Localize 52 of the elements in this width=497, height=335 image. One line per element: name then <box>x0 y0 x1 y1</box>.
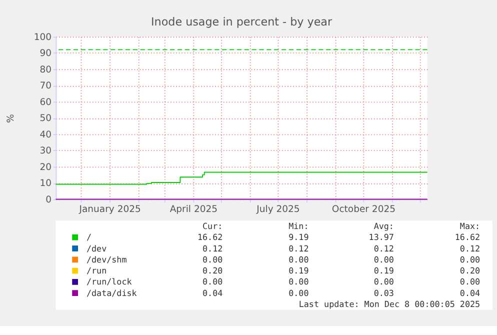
text: 9.19 <box>288 232 309 242</box>
y-tick-label: 50 <box>40 113 52 124</box>
text: Min: <box>288 220 309 231</box>
y-tick-label: 30 <box>40 146 52 157</box>
legend-label: /dev <box>86 243 107 254</box>
text: 0.00 <box>288 288 309 298</box>
x-tick-label: April 2025 <box>170 204 218 215</box>
text: 16.62 <box>454 232 480 242</box>
text: 0.04 <box>460 288 480 298</box>
text: 0.20 <box>460 266 480 276</box>
x-tick-label: January 2025 <box>78 204 142 215</box>
text: 0.12 <box>202 243 223 254</box>
legend-label: /run <box>86 266 107 276</box>
y-tick-label: 60 <box>40 96 52 108</box>
text: 0.04 <box>202 288 223 298</box>
text: 0.00 <box>374 276 394 287</box>
x-tick-label: October 2025 <box>332 204 396 215</box>
text: 0.12 <box>374 243 394 254</box>
text: 13.97 <box>368 232 394 242</box>
x-tick-label: July 2025 <box>256 204 300 215</box>
text: 0.00 <box>288 254 309 264</box>
text: 0.03 <box>374 288 394 298</box>
y-tick-label: 20 <box>40 162 52 173</box>
text: 0.19 <box>288 266 309 276</box>
legend-label: /data/disk <box>86 288 137 298</box>
chart-title: Inode usage in percent - by year <box>150 16 332 29</box>
y-tick-label: 70 <box>40 80 52 92</box>
legend-label: /dev/shm <box>86 254 127 264</box>
legend-label: / <box>86 232 92 242</box>
text: Last update: Mon Dec 8 00:00:05 2025 <box>298 298 480 309</box>
text: Cur: <box>202 220 223 231</box>
text: 0.00 <box>202 276 223 287</box>
text: 0.00 <box>374 254 394 264</box>
y-tick-label: 40 <box>40 129 52 140</box>
y-axis-title: % <box>5 114 16 123</box>
text: 0.00 <box>288 276 309 287</box>
y-tick-label: 100 <box>34 32 52 43</box>
y-tick-label: 80 <box>40 64 52 76</box>
text: 0.20 <box>202 266 223 276</box>
text: Max: <box>460 220 480 231</box>
text: 0.00 <box>202 254 223 264</box>
y-tick-label: 0 <box>46 194 52 206</box>
text: 0.12 <box>288 243 309 254</box>
text: 0.12 <box>460 243 480 254</box>
legend-label: /run/lock <box>86 276 132 287</box>
text: 16.62 <box>197 232 223 242</box>
text: 0.00 <box>460 254 480 264</box>
text: 0.19 <box>374 266 394 276</box>
y-tick-label: 90 <box>40 48 52 60</box>
text: Avg: <box>374 220 394 231</box>
text: 0.00 <box>460 276 480 287</box>
y-tick-label: 10 <box>40 178 52 190</box>
